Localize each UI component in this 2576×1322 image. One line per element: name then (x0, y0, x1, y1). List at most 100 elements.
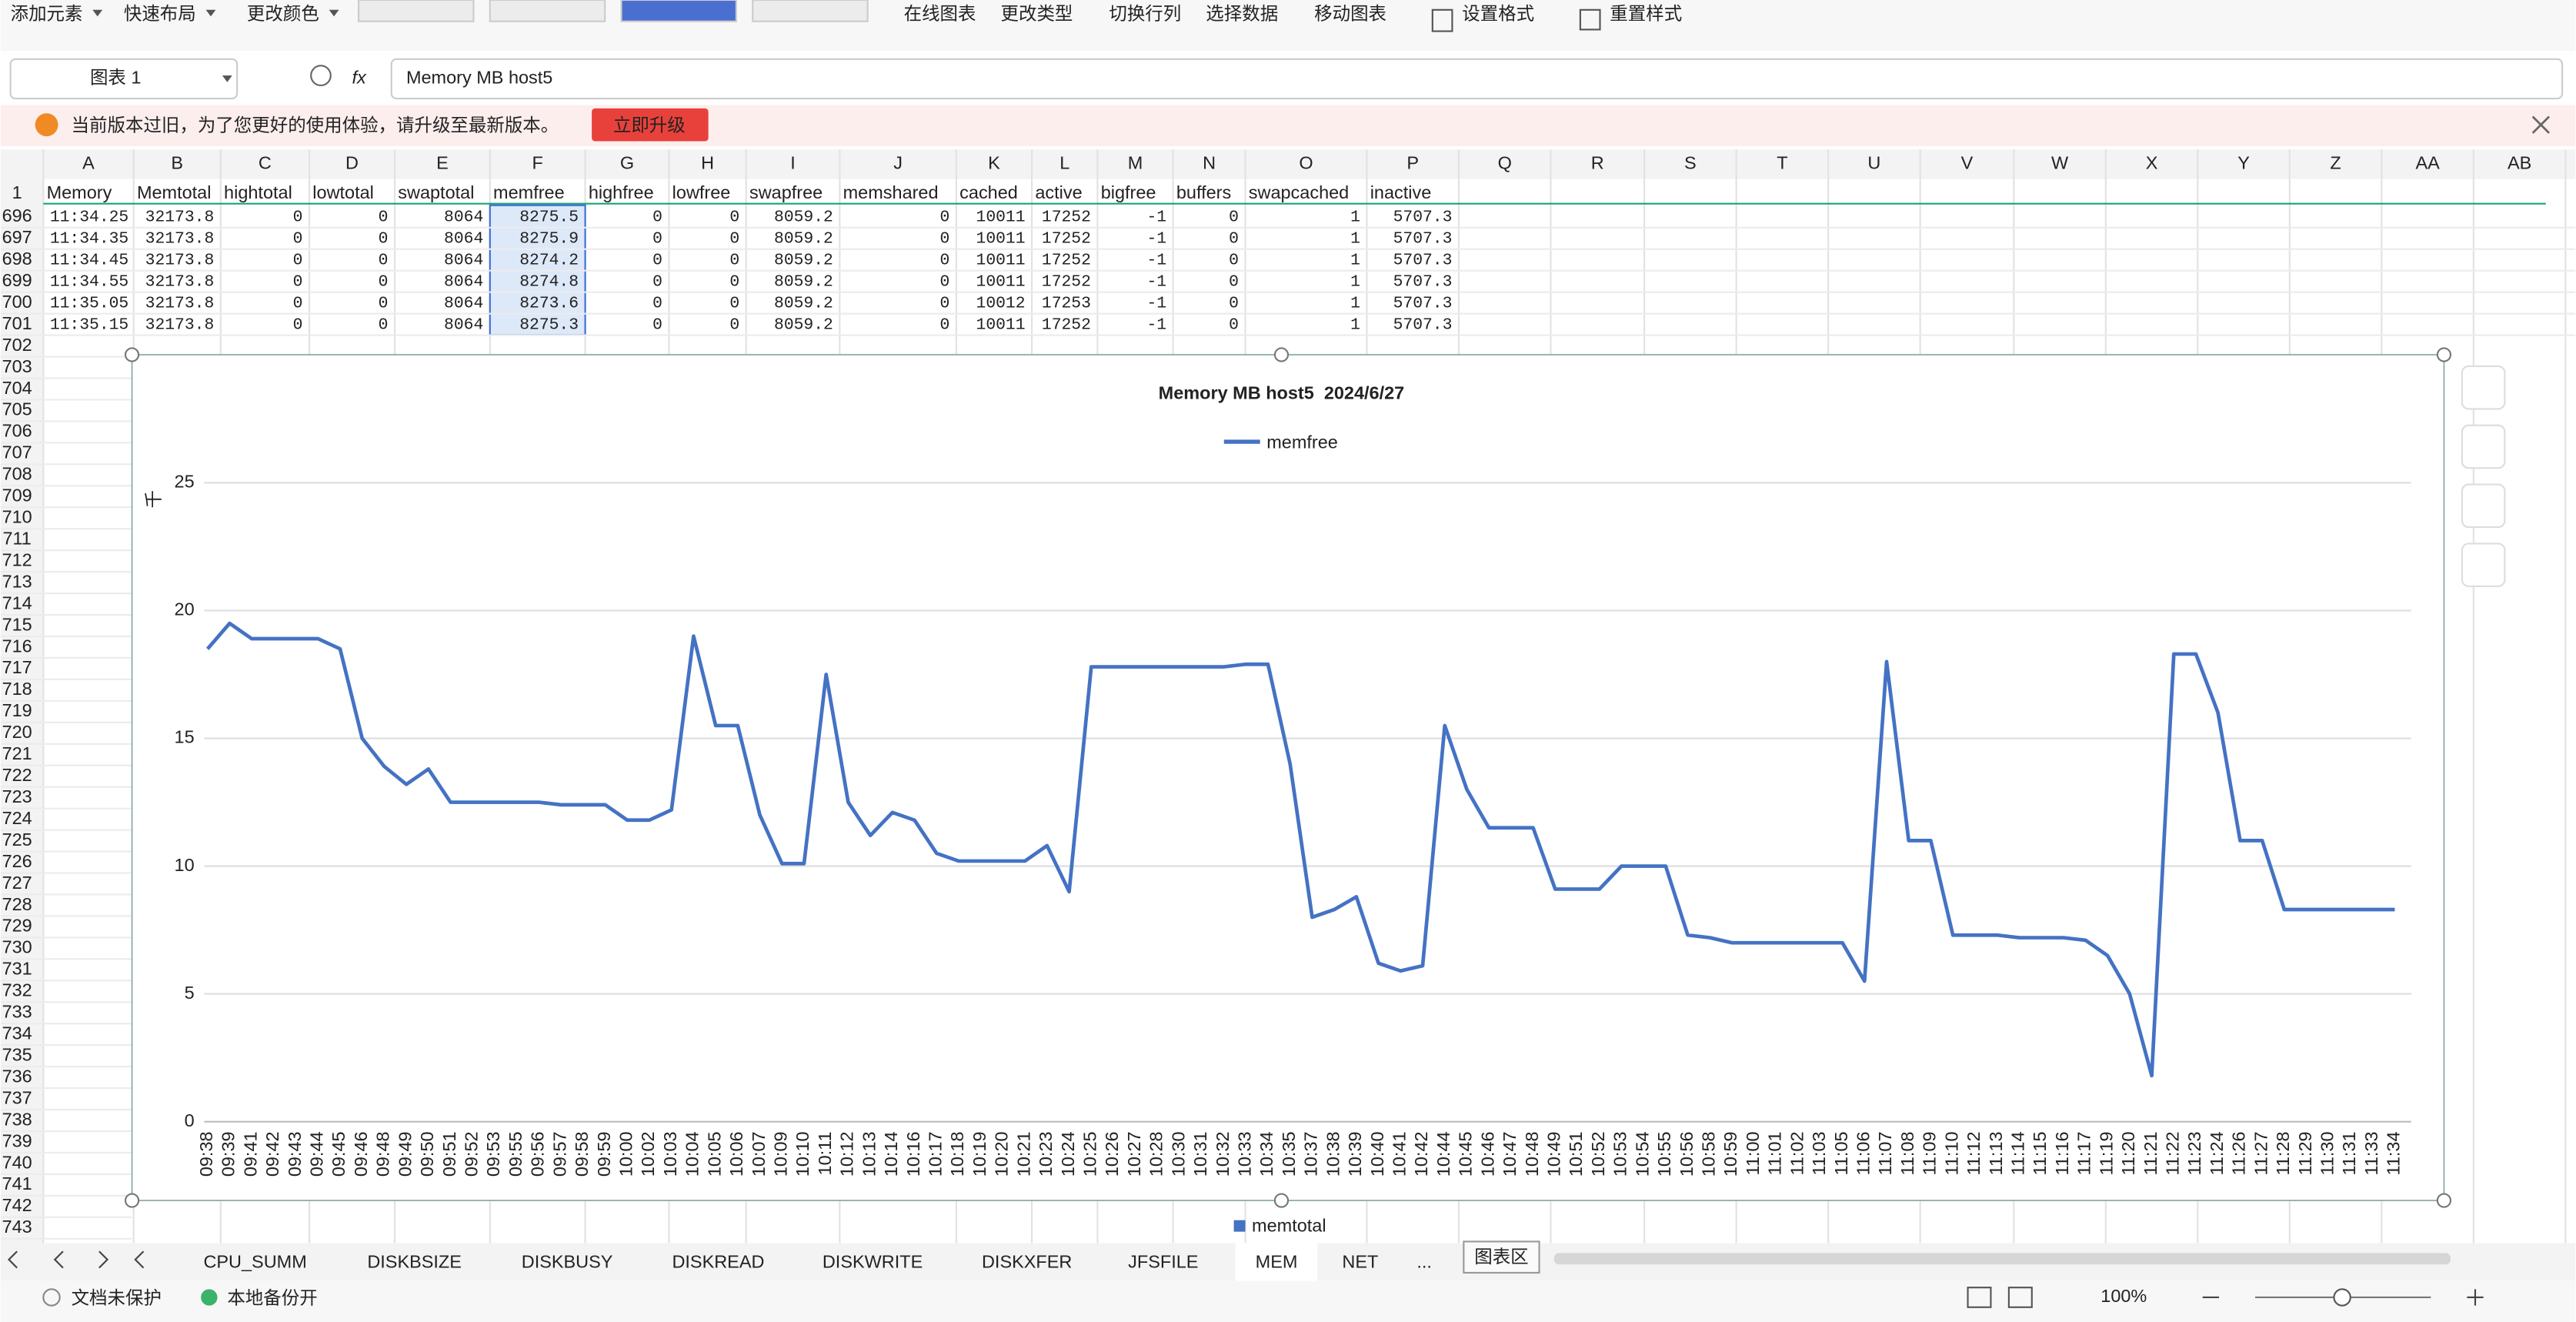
cell[interactable]: 0 (379, 230, 389, 249)
zoom-plus[interactable] (2467, 1289, 2484, 1306)
view-page[interactable] (2007, 1287, 2033, 1308)
column-header[interactable]: J (893, 153, 903, 173)
cell[interactable]: 1 (1350, 272, 1360, 291)
sheet-tab[interactable]: DISKBUSY (522, 1251, 613, 1271)
column-header[interactable]: E (436, 153, 449, 173)
cell[interactable]: 0 (652, 294, 662, 312)
upgrade-button[interactable] (592, 108, 709, 142)
cell[interactable]: 0 (379, 272, 389, 291)
tab-nav[interactable] (53, 1250, 64, 1269)
chart-side-button[interactable] (2461, 542, 2506, 587)
sheet-tab[interactable]: NET (1342, 1251, 1378, 1271)
toolbar-button[interactable]: 移动图表 (1314, 3, 1386, 23)
column-header[interactable]: Y (2237, 153, 2250, 173)
cell[interactable]: 0 (940, 315, 950, 334)
cell[interactable]: 5707.3 (1393, 209, 1453, 227)
cell[interactable]: 8064 (444, 251, 483, 269)
column-header[interactable]: Z (2330, 153, 2341, 173)
cell[interactable]: 0 (652, 209, 662, 227)
chart-side-button[interactable] (2461, 365, 2506, 410)
cell[interactable]: 8274.8 (519, 272, 579, 291)
cell[interactable]: 0 (729, 209, 739, 227)
sheet-tab[interactable]: DISKXFER (982, 1251, 1072, 1271)
column-header[interactable]: X (2146, 153, 2158, 173)
cell[interactable]: 11:34.45 (50, 251, 128, 269)
column-header[interactable]: AA (2415, 153, 2440, 173)
cell[interactable]: 10011 (976, 230, 1026, 249)
cell[interactable]: 0 (940, 230, 950, 249)
cell[interactable]: 0 (379, 209, 389, 227)
zoom-level[interactable]: 100% (2101, 1286, 2147, 1306)
sheet-tab[interactable]: DISKWRITE (823, 1251, 923, 1271)
cell[interactable]: 1 (1350, 294, 1360, 312)
cell[interactable]: 8064 (444, 209, 483, 227)
resize-handle[interactable] (2436, 1193, 2452, 1208)
toolbar-button[interactable]: 设置格式 (1462, 3, 1534, 23)
cell[interactable]: 17252 (1042, 230, 1091, 249)
cell[interactable]: 8059.2 (774, 251, 833, 269)
cell[interactable]: 0 (293, 251, 303, 269)
toolbar-button[interactable]: 更改颜色 (247, 3, 319, 23)
column-header[interactable]: AB (2508, 153, 2531, 173)
column-header[interactable]: M (1128, 153, 1143, 173)
column-header[interactable]: I (790, 153, 796, 173)
cell[interactable]: 11:35.05 (50, 294, 128, 312)
cell[interactable]: 32173.8 (145, 315, 215, 334)
style-thumbnail[interactable] (620, 0, 737, 22)
close-icon[interactable] (2531, 115, 2551, 134)
sheet-tab[interactable]: CPU_SUMM (203, 1251, 306, 1271)
column-header[interactable]: N (1203, 153, 1216, 173)
cell[interactable]: 0 (729, 251, 739, 269)
cell[interactable]: 1 (1350, 230, 1360, 249)
toolbar-button[interactable]: 添加元素 (11, 3, 83, 23)
cell[interactable]: 0 (1229, 230, 1239, 249)
tab-nav[interactable] (134, 1250, 145, 1269)
cell[interactable]: 10012 (976, 294, 1026, 312)
cell[interactable]: 0 (293, 209, 303, 227)
resize-handle[interactable] (124, 347, 140, 362)
column-header[interactable]: U (1867, 153, 1880, 173)
cell[interactable]: 0 (1229, 209, 1239, 227)
name-box[interactable] (9, 58, 239, 100)
resize-handle[interactable] (1273, 1193, 1290, 1208)
tab-nav[interactable] (7, 1250, 18, 1269)
cell[interactable]: 0 (293, 294, 303, 312)
toolbar-button[interactable]: 在线图表 (904, 3, 976, 23)
column-header[interactable]: D (345, 153, 359, 173)
column-header[interactable]: P (1406, 153, 1419, 173)
resize-handle[interactable] (1273, 347, 1290, 362)
cell[interactable]: 11:34.35 (50, 230, 128, 249)
cell[interactable]: 5707.3 (1393, 294, 1453, 312)
column-header[interactable]: R (1591, 153, 1604, 173)
style-thumbnail[interactable] (489, 0, 606, 22)
toolbar-button[interactable]: 重置样式 (1610, 3, 1682, 23)
cell[interactable]: 5707.3 (1393, 230, 1453, 249)
cell[interactable]: 8059.2 (774, 230, 833, 249)
cell[interactable]: 17252 (1042, 209, 1091, 227)
cell[interactable]: 0 (293, 272, 303, 291)
cell[interactable]: 0 (379, 251, 389, 269)
cell[interactable]: 32173.8 (145, 209, 215, 227)
toolbar-button[interactable]: 更改类型 (1001, 3, 1073, 23)
cell[interactable]: 1 (1350, 251, 1360, 269)
chart-side-button[interactable] (2461, 424, 2506, 469)
cell[interactable]: 5707.3 (1393, 315, 1453, 334)
cell[interactable]: 1 (1350, 209, 1360, 227)
upgrade-button-text[interactable]: 立即升级 (613, 115, 686, 135)
column-header[interactable]: K (988, 153, 1000, 173)
sheet-tab[interactable]: DISKBSIZE (367, 1251, 462, 1271)
cell[interactable]: 8059.2 (774, 272, 833, 291)
status-backup[interactable]: 本地备份开 (227, 1287, 317, 1307)
cell[interactable]: 10011 (976, 272, 1026, 291)
cell[interactable]: 8059.2 (774, 209, 833, 227)
sheet-tab[interactable]: DISKREAD (672, 1251, 764, 1271)
cell[interactable]: 11:34.55 (50, 272, 128, 291)
cell[interactable]: 0 (293, 315, 303, 334)
style-thumbnail[interactable] (752, 0, 869, 22)
cell[interactable]: 8064 (444, 230, 483, 249)
cell[interactable]: 10011 (976, 315, 1026, 334)
cell[interactable]: 8275.3 (519, 315, 579, 334)
view-normal[interactable] (1967, 1287, 1992, 1308)
cell[interactable]: 0 (940, 294, 950, 312)
cell[interactable]: 32173.8 (145, 230, 215, 249)
